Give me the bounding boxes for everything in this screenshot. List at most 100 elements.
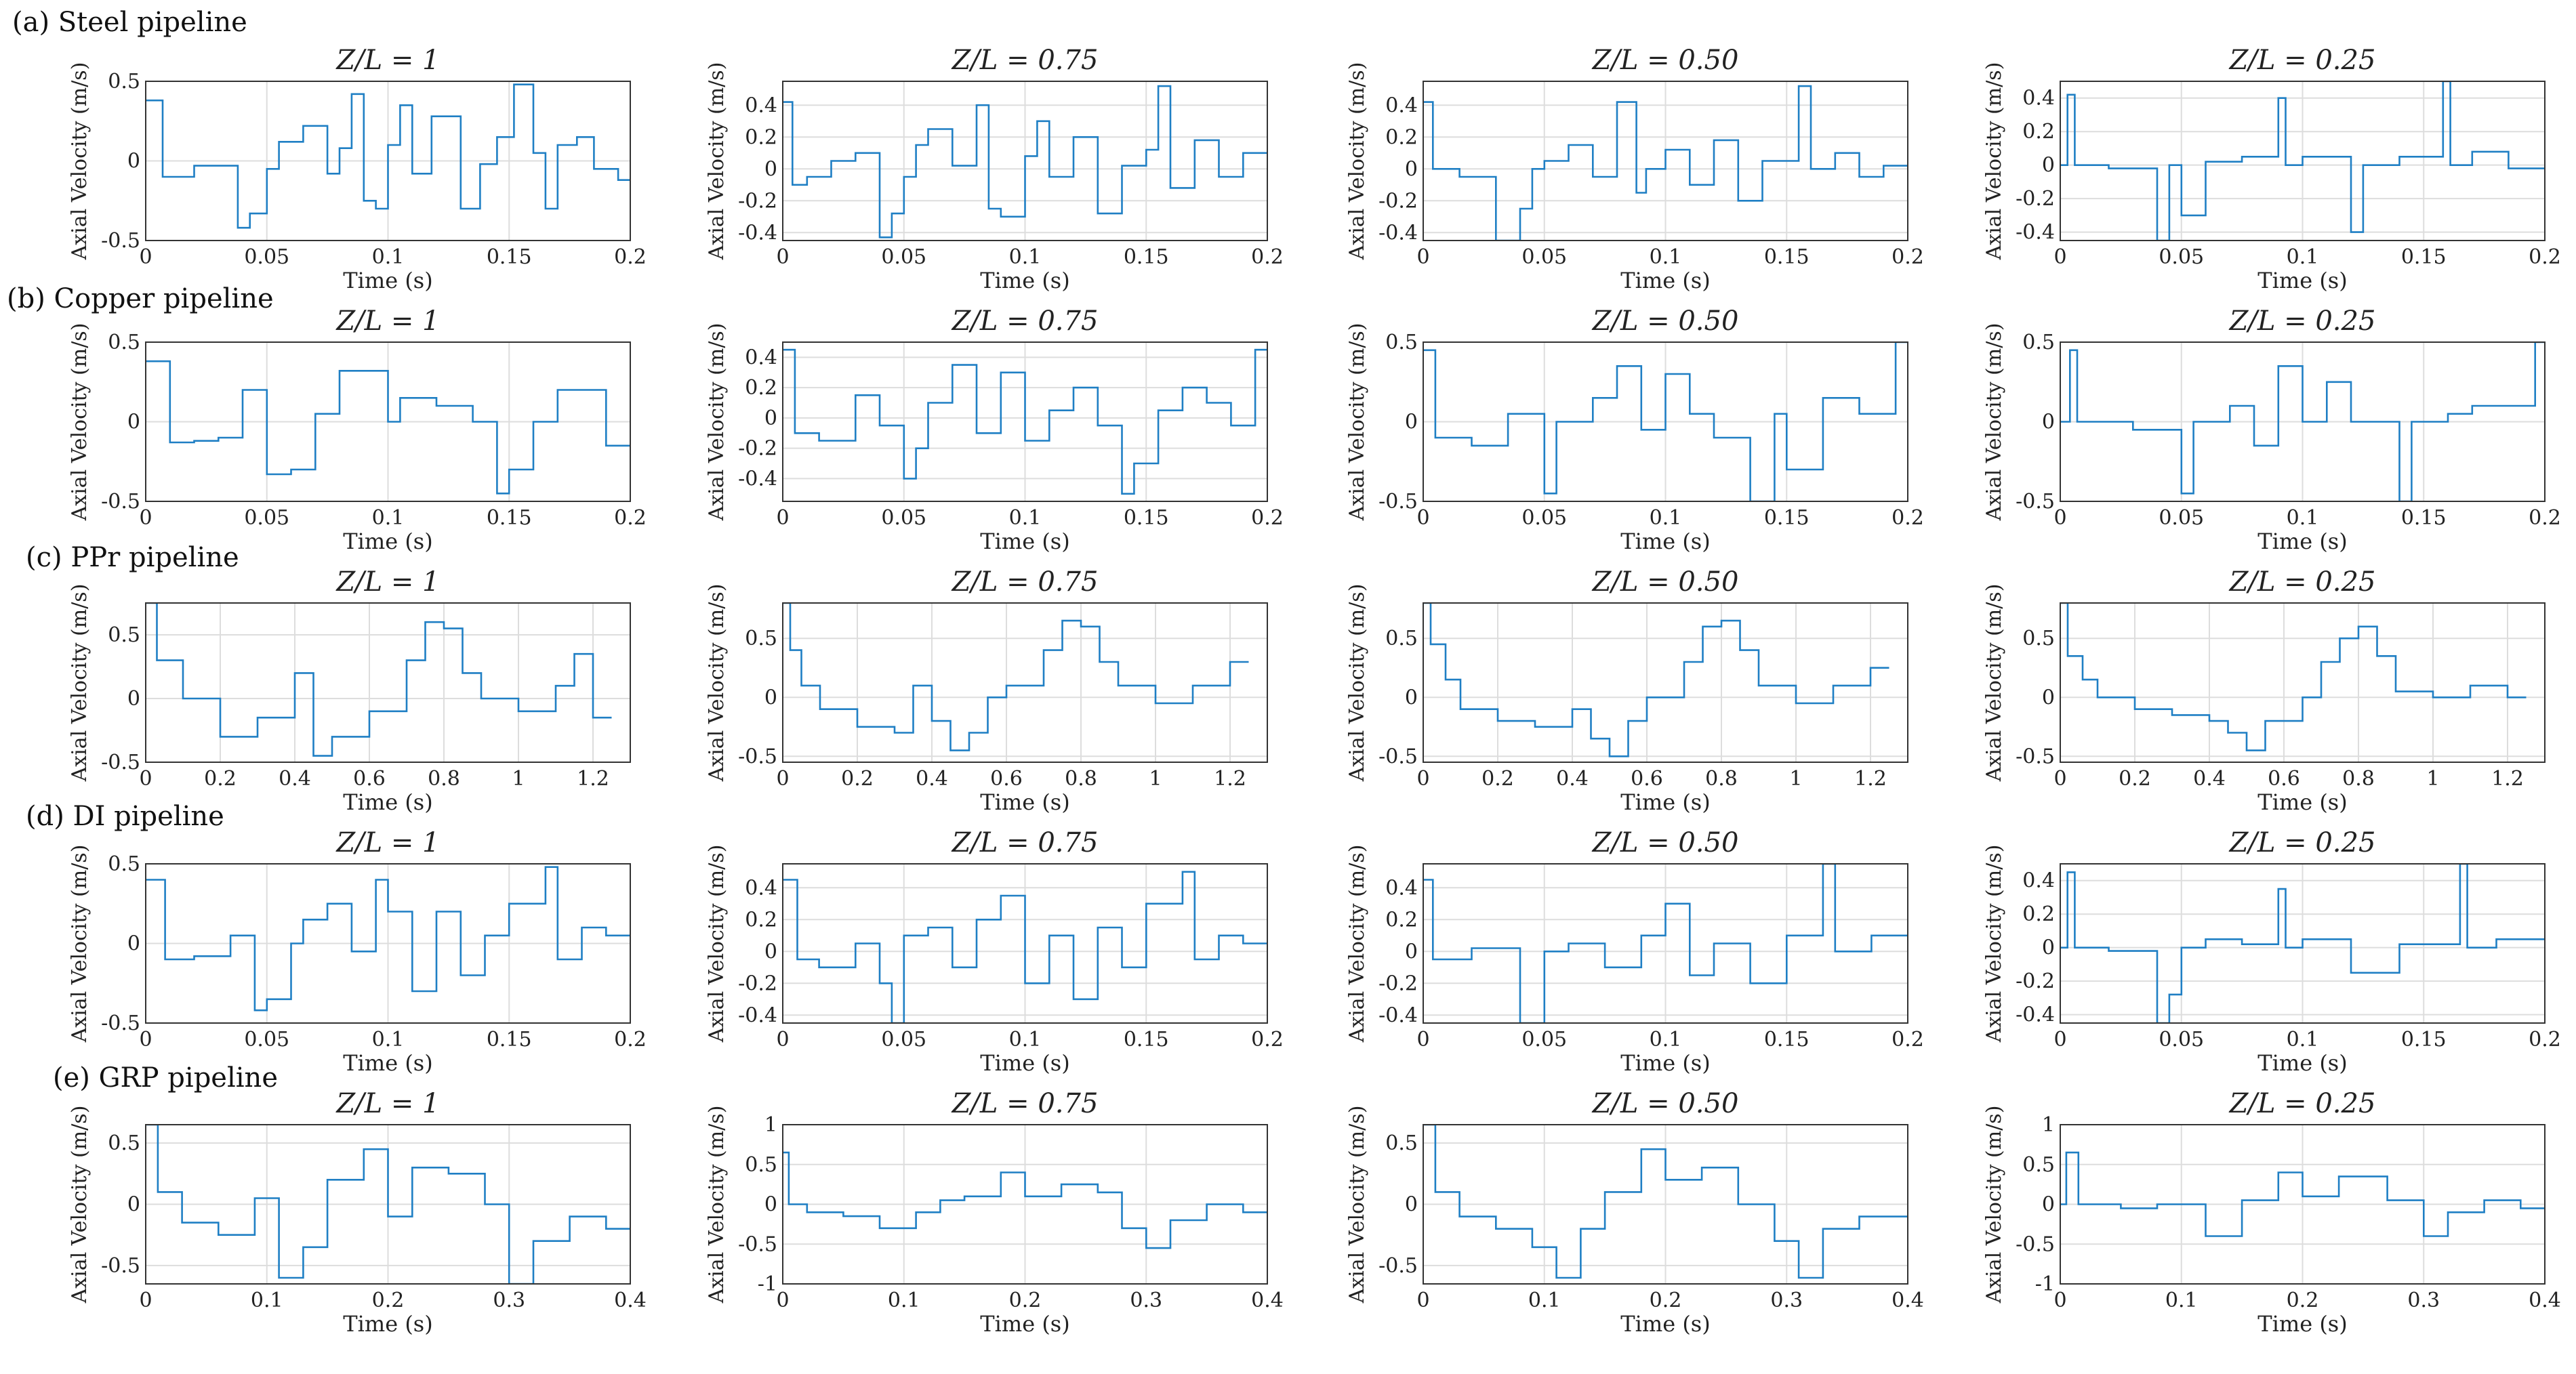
xtick-label-r4-c2-1: 0.1	[1528, 1289, 1561, 1312]
subplot-r4-c0: 0 0.1 0.2 0.3 0.4 -0.5 0 0.5 Z/L = 1 Time (s) Axia…	[68, 1088, 647, 1337]
xtick-label-r4-c2-2: 0.2	[1650, 1289, 1682, 1312]
ytick-label-r3-c3-1: -0.2	[2016, 970, 2055, 993]
xtick-label-r2-c3-3: 0.6	[2268, 767, 2300, 791]
xtick-label-r4-c1-3: 0.3	[1130, 1289, 1162, 1312]
ytick-label-r0-c2-3: 0.2	[1385, 125, 1418, 149]
subplot-title-r3-c1: Z/L = 0.75	[951, 827, 1099, 858]
subplot-r0-c2: 0 0.05 0.1 0.15 0.2 -0.4 -0.2 0 0.2 0.4 Z/L = 0.50…	[1345, 45, 1924, 293]
axes-box-r4-c3	[2060, 1124, 2546, 1285]
axes-box-r1-c0	[145, 341, 631, 502]
ytick-label-r4-c2-0: -0.5	[1378, 1254, 1418, 1278]
ytick-label-r2-c2-0: -0.5	[1378, 745, 1418, 768]
subplot-title-r3-c2: Z/L = 0.50	[1591, 827, 1739, 858]
xtick-label-r0-c3-1: 0.05	[2159, 245, 2204, 269]
xlabel-r4-c1: Time (s)	[980, 1311, 1069, 1337]
row-label-ppr: (c) PPr pipeline	[26, 542, 239, 573]
xtick-label-r3-c3-3: 0.15	[2401, 1028, 2447, 1052]
subplot-title-r4-c3: Z/L = 0.25	[2228, 1088, 2376, 1119]
ytick-label-r4-c2-2: 0.5	[1385, 1131, 1418, 1155]
row-label-di: (d) DI pipeline	[26, 801, 224, 832]
axes-box-r0-c1	[782, 81, 1268, 241]
series-line-r0-c0	[146, 83, 630, 229]
ytick-label-r1-c1-4: 0.4	[745, 346, 777, 369]
xtick-label-r2-c0-3: 0.6	[353, 767, 386, 791]
xtick-label-r1-c2-3: 0.15	[1764, 506, 1810, 530]
xtick-label-r1-c2-2: 0.1	[1650, 506, 1682, 530]
series-line-r4-c1	[783, 1151, 1267, 1249]
ylabel-r0-c2: Axial Velocity (m/s)	[1345, 62, 1369, 261]
xtick-label-r4-c3-2: 0.2	[2287, 1289, 2319, 1312]
xtick-label-r0-c1-3: 0.15	[1124, 245, 1169, 269]
ytick-label-r0-c2-4: 0.4	[1385, 93, 1418, 117]
ylabel-r2-c2: Axial Velocity (m/s)	[1345, 584, 1369, 783]
xtick-label-r4-c0-1: 0.1	[251, 1289, 283, 1312]
subplot-title-r0-c2: Z/L = 0.50	[1591, 45, 1739, 76]
subplot-title-r4-c2: Z/L = 0.50	[1591, 1088, 1739, 1119]
xtick-label-r4-c1-4: 0.4	[1251, 1289, 1284, 1312]
xtick-label-r1-c1-3: 0.15	[1124, 506, 1169, 530]
xtick-label-r0-c3-2: 0.1	[2287, 245, 2319, 269]
xtick-label-r3-c1-0: 0	[776, 1028, 789, 1052]
xtick-label-r3-c1-4: 0.2	[1251, 1028, 1284, 1052]
subplot-title-r0-c3: Z/L = 0.25	[2228, 45, 2376, 76]
xlabel-r1-c3: Time (s)	[2257, 528, 2347, 554]
ytick-label-r3-c2-1: -0.2	[1378, 972, 1418, 995]
ytick-label-r4-c1-2: 0	[764, 1193, 777, 1217]
ylabel-r2-c3: Axial Velocity (m/s)	[1982, 584, 2006, 783]
xtick-label-r0-c2-2: 0.1	[1650, 245, 1682, 269]
ytick-label-r3-c1-3: 0.2	[745, 908, 777, 932]
ytick-label-r0-c3-3: 0.2	[2022, 120, 2055, 144]
ytick-label-r2-c1-2: 0.5	[745, 627, 777, 650]
axes-box-r4-c2	[1423, 1124, 1908, 1285]
xtick-label-r2-c3-6: 1.2	[2491, 767, 2524, 791]
series-line-r1-c1	[783, 348, 1267, 495]
subplot-title-r1-c3: Z/L = 0.25	[2228, 306, 2376, 337]
xtick-label-r1-c3-2: 0.1	[2287, 506, 2319, 530]
xlabel-r3-c2: Time (s)	[1620, 1050, 1710, 1076]
ytick-label-r1-c0-0: -0.5	[101, 490, 140, 514]
ylabel-r4-c2: Axial Velocity (m/s)	[1345, 1106, 1369, 1304]
axes-box-r4-c1	[782, 1124, 1268, 1285]
ytick-label-r0-c0-1: 0	[127, 150, 140, 173]
series-line-r4-c0	[146, 1125, 630, 1284]
xtick-label-r2-c3-4: 0.8	[2342, 767, 2375, 791]
xtick-label-r1-c3-0: 0	[2053, 506, 2066, 530]
xtick-label-r3-c0-1: 0.05	[244, 1028, 289, 1052]
xtick-label-r4-c3-3: 0.3	[2407, 1289, 2440, 1312]
ytick-label-r2-c0-1: 0	[127, 687, 140, 711]
xtick-label-r4-c3-0: 0	[2053, 1289, 2066, 1312]
xtick-label-r2-c2-6: 1.2	[1854, 767, 1887, 791]
row-label-steel: (a) Steel pipeline	[12, 7, 247, 38]
xtick-label-r1-c0-3: 0.15	[487, 506, 532, 530]
xlabel-r1-c0: Time (s)	[343, 528, 432, 554]
xlabel-r2-c3: Time (s)	[2257, 789, 2347, 815]
ytick-label-r4-c0-1: 0	[127, 1193, 140, 1217]
ytick-label-r0-c3-1: -0.2	[2016, 187, 2055, 211]
series-line-r1-c2	[1423, 342, 1908, 501]
ytick-label-r3-c0-0: -0.5	[101, 1012, 140, 1035]
axes-box-r1-c2	[1423, 341, 1908, 502]
ylabel-r2-c1: Axial Velocity (m/s)	[705, 584, 729, 783]
subplot-title-r0-c0: Z/L = 1	[335, 45, 439, 76]
xtick-label-r0-c0-1: 0.05	[244, 245, 289, 269]
subplot-title-r4-c1: Z/L = 0.75	[951, 1088, 1099, 1119]
xtick-label-r4-c2-4: 0.4	[1892, 1289, 1924, 1312]
ytick-label-r4-c3-1: -0.5	[2016, 1232, 2055, 1256]
subplot-title-r2-c0: Z/L = 1	[335, 566, 439, 598]
xtick-label-r2-c1-5: 1	[1149, 767, 1162, 791]
ytick-label-r3-c2-0: -0.4	[1378, 1003, 1418, 1027]
subplot-title-r1-c0: Z/L = 1	[335, 306, 439, 337]
ytick-label-r0-c1-1: -0.2	[738, 189, 777, 213]
ytick-label-r3-c3-2: 0	[2042, 936, 2055, 960]
xtick-label-r2-c3-5: 1	[2426, 767, 2439, 791]
xtick-label-r1-c1-2: 0.1	[1009, 506, 1042, 530]
series-line-r2-c3	[2060, 603, 2527, 751]
xtick-label-r2-c1-6: 1.2	[1214, 767, 1246, 791]
xtick-label-r2-c0-5: 1	[512, 767, 525, 791]
ylabel-r1-c2: Axial Velocity (m/s)	[1345, 323, 1369, 522]
ytick-label-r3-c2-3: 0.2	[1385, 908, 1418, 932]
ylabel-r1-c3: Axial Velocity (m/s)	[1982, 323, 2006, 522]
